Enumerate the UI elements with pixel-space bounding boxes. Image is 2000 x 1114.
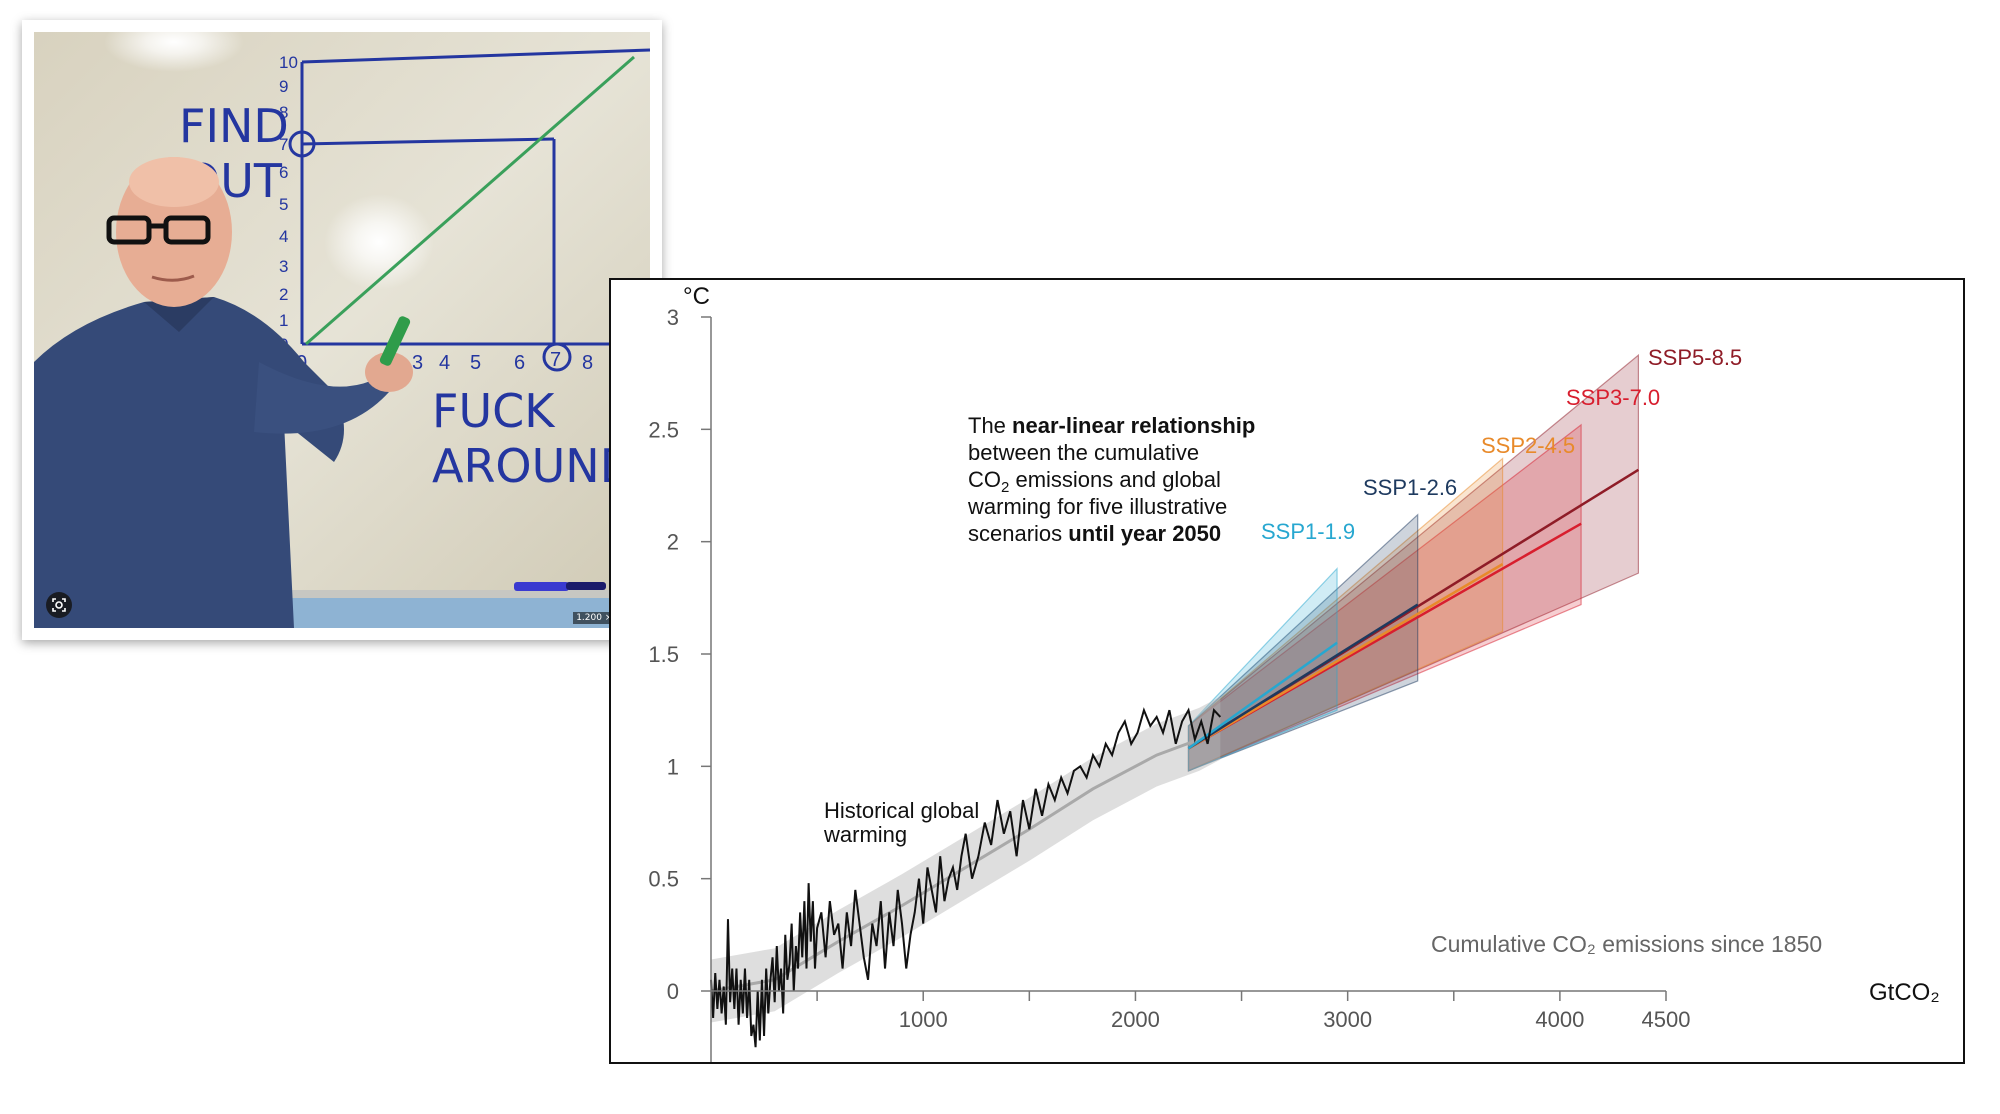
board-seven-line [301, 137, 555, 146]
annotation-line-1: The near-linear relationship [968, 413, 1255, 438]
board-x-tick: 8 [582, 352, 593, 374]
board-y-tick: 4 [279, 227, 288, 246]
board-y-circle [288, 130, 316, 158]
band-ssp1-1-9 [1187, 567, 1338, 772]
annotation-line-3: CO2 emissions and global [968, 467, 1221, 496]
y-tick-label: 3 [667, 305, 679, 330]
line-ssp2-4-5 [1187, 563, 1504, 750]
presenter-mouth [151, 274, 195, 282]
x-tick-label: 3000 [1323, 1007, 1372, 1032]
board-y-tick: 1 [279, 311, 288, 330]
board-axis-words: FIND OUT FUCK AROUND [179, 99, 635, 493]
board-y-tick: 5 [279, 195, 288, 214]
board-x-circle [542, 342, 572, 372]
presenter-hand [365, 352, 413, 392]
line-ssp1-2-6 [1187, 603, 1419, 750]
board-y-tick: 2 [279, 285, 288, 304]
historical-label-line2: warming [823, 822, 907, 847]
annotation-line-2: between the cumulative [968, 440, 1199, 465]
board-y-tick: 10 [279, 53, 298, 72]
x-tick-label: 1000 [899, 1007, 948, 1032]
historical-label-line1: Historical global [824, 798, 979, 823]
board-x-tick: 4 [439, 352, 450, 374]
historical-warming-line [710, 707, 1222, 1048]
ceiling-light-glare [104, 32, 244, 72]
board-x-tick: 7 [550, 349, 561, 371]
board-y-tick: 3 [279, 257, 288, 276]
x-axis-title: Cumulative CO₂ emissions since 1850 [1431, 931, 1822, 957]
board-chart [288, 48, 650, 372]
y-tick-label: 1 [667, 754, 679, 779]
label-ssp5-8-5: SSP5-8.5 [1648, 345, 1742, 370]
board-green-diagonal [305, 55, 635, 346]
y-tick-label: 1.5 [648, 642, 679, 667]
x-unit-label: GtCO₂ [1869, 979, 1940, 1006]
board-y-tick: 9 [279, 77, 288, 96]
presenter-arm [254, 362, 389, 434]
marker [566, 582, 606, 590]
board-y-tick: 6 [279, 163, 288, 182]
whiteboard-photo: 0 1 2 3 4 5 6 7 8 9 10 0 3 4 5 6 7 8 9 [34, 32, 650, 628]
green-marker [379, 316, 411, 366]
label-ssp1-1-9: SSP1-1.9 [1261, 519, 1355, 544]
emissions-warming-chart: 0 0.5 1 1.5 2 2.5 3 1000 2000 3000 4000 4500 SSP1-1… [648, 283, 1940, 1062]
axes [701, 316, 1667, 1062]
board-y-label-line1: FIND [179, 99, 289, 153]
scenario-labels: SSP1-1.9 SSP1-2.6 SSP2-4.5 SSP3-7.0 SSP5-8.5 [1261, 345, 1742, 544]
chart-panel: 0 0.5 1 1.5 2 2.5 3 1000 2000 3000 4000 4500 SSP1-1… [609, 278, 1965, 1064]
marker-tray [289, 590, 650, 598]
y-tick-label: 2 [667, 530, 679, 555]
board-y-tick: 7 [279, 135, 288, 154]
label-ssp3-7-0: SSP3-7.0 [1566, 385, 1660, 410]
historical-series [710, 707, 1222, 1048]
board-y-tick: 8 [279, 103, 288, 122]
y-unit-label: °C [683, 283, 710, 310]
x-tick-label: 4500 [1642, 1007, 1691, 1032]
board-x-tick: 6 [514, 352, 525, 374]
tick-labels: 0 0.5 1 1.5 2 2.5 3 1000 2000 3000 4000 4500 [648, 305, 1690, 1032]
board-x-label-line1: FUCK [432, 384, 556, 438]
scenario-lines [1187, 468, 1640, 750]
board-x-label-line2: AROUND [432, 439, 635, 493]
board-x-tick: 5 [470, 352, 481, 374]
y-tick-label: 0 [667, 979, 679, 1004]
x-tick-label: 2000 [1111, 1007, 1160, 1032]
presenter-glasses [106, 215, 211, 245]
label-ssp2-4-5: SSP2-4.5 [1481, 433, 1575, 458]
lens-search-button[interactable] [46, 592, 72, 618]
x-tick-label: 4000 [1535, 1007, 1584, 1032]
whiteboard-scene: 0 1 2 3 4 5 6 7 8 9 10 0 3 4 5 6 7 8 9 [34, 32, 650, 628]
annotation-line-4: warming for five illustrative [967, 494, 1227, 519]
label-ssp1-2-6: SSP1-2.6 [1363, 475, 1457, 500]
eraser [514, 582, 569, 591]
board-x-tick: 3 [412, 352, 423, 374]
y-tick-label: 0.5 [648, 867, 679, 892]
presenter-collar [144, 297, 214, 332]
y-tick-label: 2.5 [648, 417, 679, 442]
presenter [34, 157, 413, 628]
presenter-scalp [129, 157, 219, 207]
board-top-line [301, 48, 650, 64]
lens-icon [52, 598, 66, 612]
board-light-glare [324, 194, 434, 290]
photo-card: 0 1 2 3 4 5 6 7 8 9 10 0 3 4 5 6 7 8 9 [22, 20, 662, 640]
annotation-line-5: scenarios until year 2050 [968, 521, 1221, 546]
line-ssp1-1-9 [1187, 641, 1338, 750]
